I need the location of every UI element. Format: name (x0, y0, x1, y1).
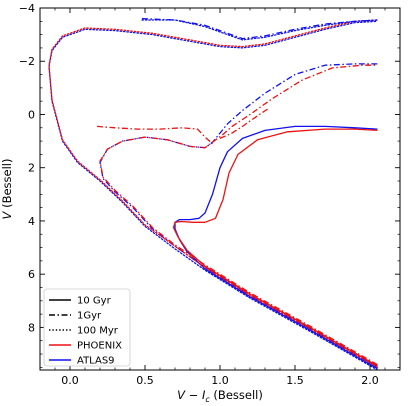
legend: 10 Gyr 1Gyr 100 Myr PHOENIX ATLAS9 (43, 288, 131, 367)
y-tick-label: 8 (28, 321, 35, 334)
y-tick-label: 4 (28, 215, 35, 228)
x-tick-label: 2.0 (361, 374, 379, 387)
x-axis-label-main: V − I (177, 388, 206, 402)
legend-box (43, 288, 131, 367)
series-line-phoenix-1gyr-3 (99, 64, 378, 366)
y-tick-label: 0 (28, 108, 35, 121)
x-tick-label: 1.0 (211, 374, 229, 387)
legend-label: 1Gyr (77, 311, 102, 322)
y-tick-label: −2 (19, 55, 35, 68)
series-line-atlas9-10gyr-0 (174, 125, 378, 370)
legend-label: 10 Gyr (77, 296, 112, 307)
tick-layer: 0.0 0.5 1.0 1.5 2.0 −4 −2 0 2 4 6 8 (19, 2, 401, 387)
y-axis-label: V (Bessell) (0, 159, 14, 220)
series-line-phoenix-100myr-5 (48, 19, 379, 368)
y-axis-label-main: V (0, 210, 14, 219)
series-line-phoenix-1gyr-9 (219, 107, 270, 139)
y-tick-label: 6 (28, 268, 35, 281)
legend-label: 100 Myr (77, 326, 119, 337)
legend-label: ATLAS9 (77, 356, 115, 367)
x-tick-label: 0.5 (136, 374, 154, 387)
series-line-atlas9-100myr-4 (48, 20, 379, 370)
y-axis-label-suffix: (Bessell) (0, 159, 14, 212)
series-line-atlas9-1gyr-7 (141, 17, 378, 40)
y-tick-label: −4 (19, 2, 35, 15)
x-tick-label: 1.5 (286, 374, 304, 387)
y-tick-label: 2 (28, 162, 35, 175)
x-axis-label-subscript: c (205, 395, 210, 404)
x-axis-label: V − Ic (Bessell) (177, 388, 263, 404)
x-tick-label: 0.0 (61, 374, 79, 387)
series-layer (48, 17, 379, 370)
series-line-phoenix-10gyr-1 (172, 128, 378, 367)
x-axis-label-suffix: (Bessell) (210, 388, 263, 402)
series-line-phoenix-1gyr-8 (96, 125, 213, 145)
legend-label: PHOENIX (77, 341, 122, 352)
